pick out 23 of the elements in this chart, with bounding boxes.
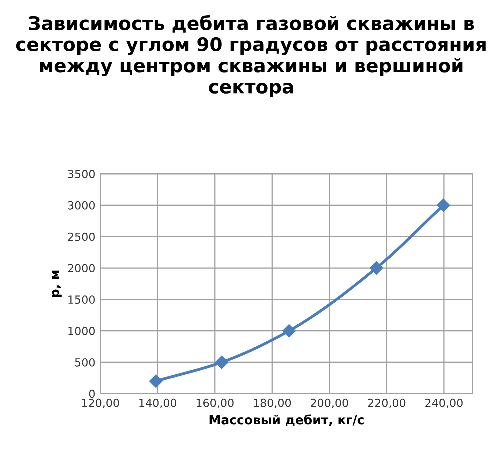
y-tick-label: 2000 [68, 264, 95, 273]
chart-title: Зависимость дебита газовой скважины в секторе с углом 90 градусов от расстояния между центром скважины и вершиной сектора [16, 15, 486, 98]
x-tick-label: 120,00 [82, 398, 120, 408]
point [370, 262, 384, 275]
x-tick-label: 240,00 [426, 398, 463, 408]
y-axis-title: р, м [52, 270, 62, 298]
point [215, 356, 229, 370]
x-tick-label: 160,00 [196, 398, 234, 408]
y-tick-label: 3000 [68, 201, 95, 210]
y-tick-label: 0 [89, 390, 95, 398]
x-axis-title: Массовый дебит, кг/с [210, 414, 364, 426]
y-tick-label: 1500 [68, 296, 95, 304]
x-tick-label: 180,00 [254, 398, 292, 408]
x-tick-label: 140,00 [140, 398, 177, 408]
point [437, 198, 450, 212]
x-tick-label: 220,00 [368, 398, 406, 408]
y-tick-label: 500 [75, 358, 95, 367]
point [282, 324, 296, 338]
x-tick-label: 200,00 [311, 398, 348, 408]
y-tick-label: 2500 [68, 232, 95, 242]
point [150, 374, 163, 388]
y-tick-label: 1000 [68, 327, 95, 336]
y-tick-label: 3500 [68, 170, 95, 178]
